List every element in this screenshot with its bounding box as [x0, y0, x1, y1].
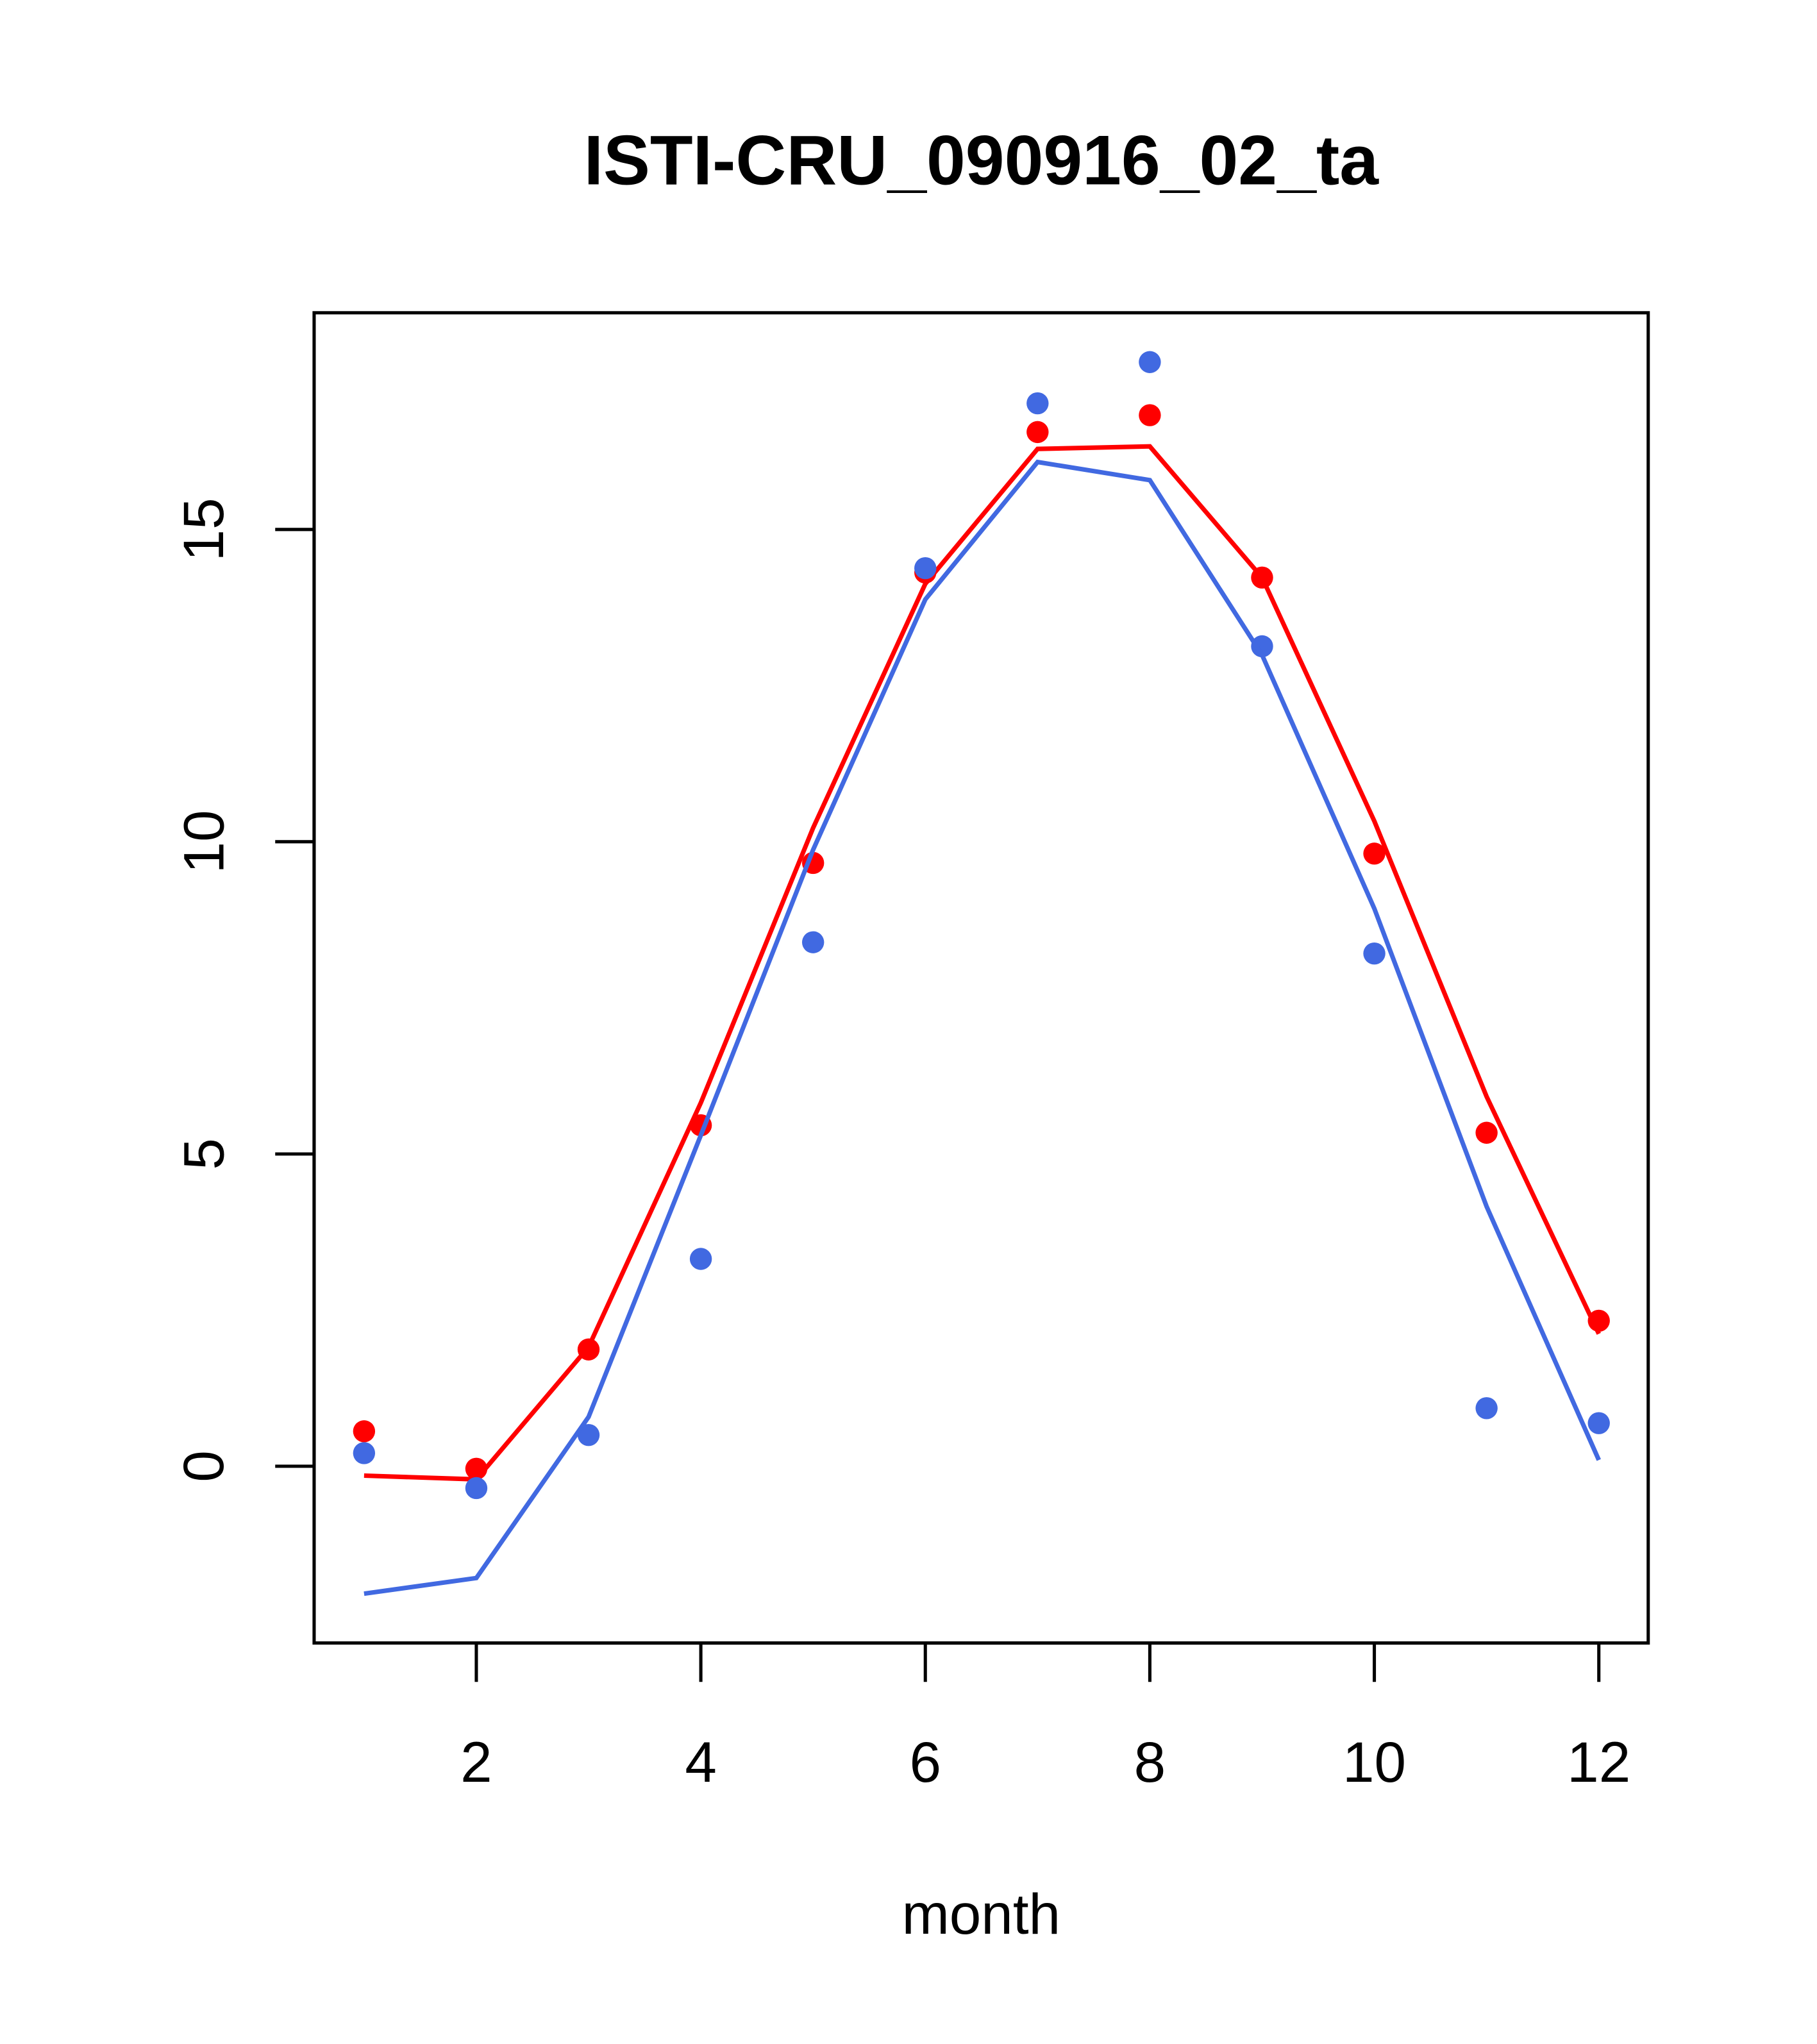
chart-title: ISTI-CRU_090916_02_ta	[584, 121, 1380, 199]
blue-points-point	[1363, 942, 1386, 965]
x-tick-label: 10	[1343, 1730, 1406, 1794]
x-tick-label: 2	[460, 1730, 492, 1794]
x-axis-label: month	[902, 1882, 1061, 1946]
x-tick-label: 6	[909, 1730, 941, 1794]
red-points-point	[353, 1420, 376, 1443]
red-points-point	[1475, 1121, 1498, 1144]
y-axis: 0 5 10 15	[171, 498, 316, 1482]
red-line-series	[364, 444, 1601, 1482]
x-axis: 2 4 6 8 10 12	[460, 1641, 1630, 1794]
blue-points-point	[1587, 1412, 1610, 1434]
red-points-point	[1363, 842, 1386, 865]
plot-frame	[312, 311, 1650, 1645]
blue-points-point	[353, 1442, 376, 1464]
y-tick-label: 5	[171, 1138, 235, 1170]
y-tick-label: 15	[171, 498, 235, 561]
blue-points-point	[1026, 392, 1049, 415]
blue-points-point	[465, 1477, 488, 1500]
blue-points-point	[1475, 1397, 1498, 1420]
red-points-point	[1026, 421, 1049, 444]
blue-points-point	[1139, 351, 1161, 373]
plot-marks	[353, 351, 1610, 1596]
x-tick-label: 8	[1134, 1730, 1166, 1794]
red-points-point	[1139, 404, 1161, 426]
x-tick-label: 12	[1567, 1730, 1630, 1794]
blue-points-point	[689, 1248, 712, 1270]
x-tick-label: 4	[685, 1730, 717, 1794]
blue-line-series	[364, 459, 1601, 1596]
y-tick-label: 0	[171, 1450, 235, 1482]
blue-points-point	[577, 1423, 600, 1446]
blue-points-point	[801, 931, 825, 953]
blue-points-point	[914, 557, 937, 580]
y-tick-label: 10	[171, 810, 235, 873]
blue-points-point	[1251, 635, 1273, 658]
